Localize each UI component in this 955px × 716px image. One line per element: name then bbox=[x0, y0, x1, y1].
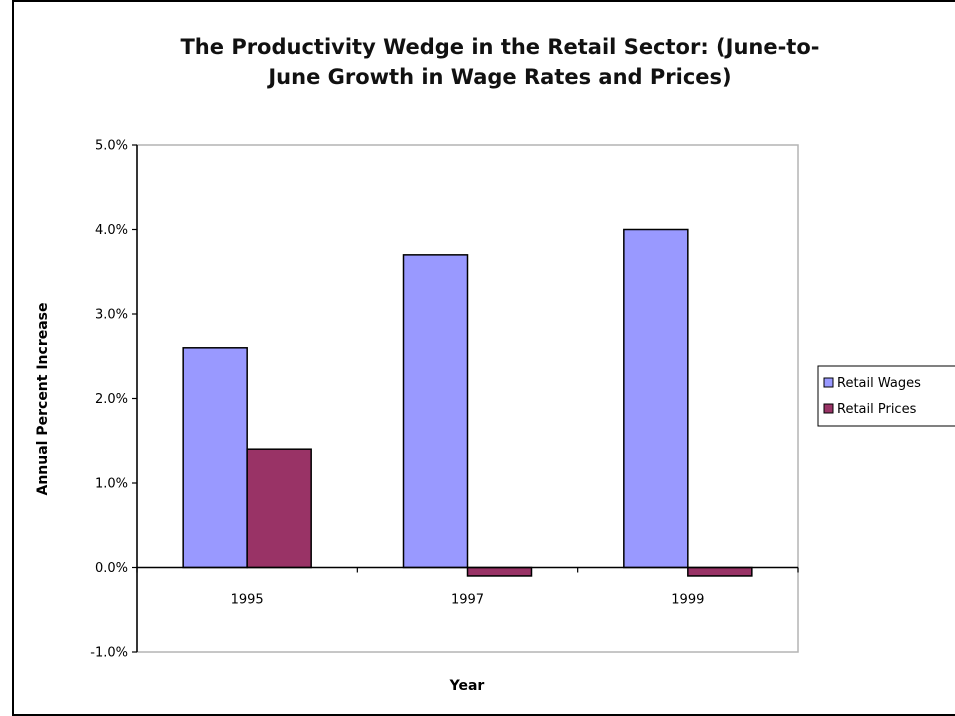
x-axis-title: Year bbox=[449, 678, 485, 694]
bar-retail-prices-1999 bbox=[687, 566, 753, 577]
chart-title-line-1: The Productivity Wedge in the Retail Sec… bbox=[180, 35, 820, 59]
bar-retail-prices-1995 bbox=[246, 448, 312, 569]
y-tick-label: 3.0% bbox=[95, 308, 128, 323]
y-tick-label: 5.0% bbox=[95, 139, 128, 154]
y-tick-label: 4.0% bbox=[95, 223, 128, 238]
y-axis-title: Annual Percent Increase bbox=[35, 303, 51, 496]
x-ticks: 1995 1997 1999 bbox=[136, 567, 799, 608]
y-ticks: -1.0% 0.0% 1.0% 2.0% 3.0% 4.0% 5.0% bbox=[90, 139, 137, 661]
y-tick-label: -1.0% bbox=[90, 646, 128, 661]
bar-retail-wages-1995 bbox=[182, 347, 248, 569]
legend: Retail Wages Retail Prices bbox=[817, 365, 955, 427]
y-tick-label: 0.0% bbox=[95, 561, 128, 576]
legend-swatch-retail-wages bbox=[823, 377, 834, 388]
bar-retail-wages-1997 bbox=[402, 254, 469, 569]
chart-title-line-2: June Growth in Wage Rates and Prices) bbox=[268, 65, 732, 89]
legend-label-retail-prices: Retail Prices bbox=[837, 402, 917, 417]
chart-title: The Productivity Wedge in the Retail Sec… bbox=[60, 32, 940, 92]
legend-label-retail-wages: Retail Wages bbox=[837, 376, 921, 391]
x-tick-label: 1995 bbox=[231, 593, 264, 608]
y-tick-label: 2.0% bbox=[95, 392, 128, 407]
legend-box bbox=[817, 365, 955, 427]
x-tick-label: 1997 bbox=[451, 593, 484, 608]
y-tick-label: 1.0% bbox=[95, 477, 128, 492]
bar-retail-prices-1997 bbox=[466, 566, 533, 577]
legend-swatch-retail-prices bbox=[823, 403, 834, 414]
bar-retail-wages-1999 bbox=[623, 228, 689, 569]
bars bbox=[182, 228, 753, 577]
x-tick-label: 1999 bbox=[671, 593, 704, 608]
